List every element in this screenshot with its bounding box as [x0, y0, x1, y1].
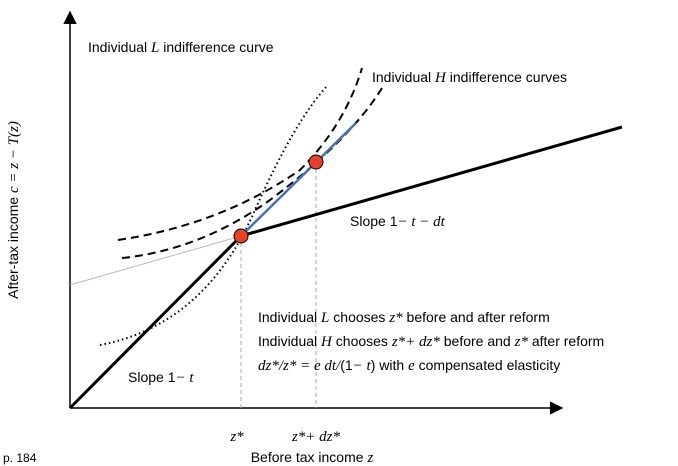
label-part: z*+ dz*	[391, 334, 441, 350]
label-part: before and	[440, 333, 515, 349]
choice-point	[308, 154, 324, 170]
label-part: − t	[353, 358, 372, 374]
label-part: H	[434, 70, 447, 86]
budget-line-before	[68, 234, 243, 410]
label-part: − t − dt	[397, 214, 445, 230]
label-part: Slope 1	[350, 213, 398, 229]
label-part: z*	[229, 429, 244, 445]
label-part: e	[408, 358, 415, 374]
y-axis-label: After-tax income c = z − T(z)	[5, 121, 22, 299]
note-l-label: Individual L chooses z* before and after…	[258, 309, 550, 326]
slope-after-label: Slope 1− t − dt	[350, 213, 446, 230]
label-part: − t	[175, 370, 194, 386]
extension-line	[69, 235, 242, 286]
label-part: compensated elasticity	[415, 357, 561, 373]
h-indifference-curve	[117, 67, 363, 241]
label-part: Individual	[372, 69, 435, 85]
page-label: p. 184	[3, 451, 37, 465]
h-curves-label: Individual H indifference curves	[372, 69, 567, 86]
note-e-label: dz*/z* = e dt/(1− t) with e compensated …	[258, 357, 560, 374]
choice-point	[233, 228, 249, 244]
label-part: z*+ dz*	[291, 429, 341, 445]
h-indifference-curve	[121, 87, 383, 259]
label-part: indifference curve	[159, 39, 273, 55]
z-star-label: z*	[229, 429, 244, 445]
label-part: indifference curves	[446, 69, 567, 85]
slope-before-label: Slope 1− t	[128, 369, 194, 386]
label-part: Slope 1	[128, 369, 176, 385]
label-part: z*	[388, 310, 403, 326]
l-indifference-curve	[99, 84, 329, 346]
label-part: Individual	[258, 309, 321, 325]
note-h-label: Individual H chooses z*+ dz* before and …	[258, 333, 604, 350]
label-part: p. 184	[3, 451, 37, 465]
label-part: dz*/z* = e dt/	[258, 358, 342, 374]
label-part: c = z − T(z)	[6, 121, 22, 193]
label-part: chooses	[332, 333, 392, 349]
budget-line-h	[240, 122, 357, 237]
z-star-dz-label: z*+ dz*	[291, 429, 341, 445]
label-part: (1	[340, 357, 353, 373]
label-part: z*	[514, 334, 529, 350]
label-part: Individual	[88, 39, 151, 55]
label-part: L	[150, 40, 159, 56]
label-part: Before tax income	[251, 449, 368, 465]
label-part: z	[366, 450, 373, 466]
label-part: before and after reform	[403, 309, 550, 325]
label-part: L	[320, 310, 329, 326]
label-part: ) with	[371, 357, 408, 373]
label-part: Individual	[258, 333, 321, 349]
budget-line-after	[240, 125, 623, 238]
label-part: H	[320, 334, 333, 350]
l-curve-label: Individual L indifference curve	[88, 39, 274, 56]
label-part: after reform	[528, 333, 604, 349]
label-part: After-tax income	[5, 193, 21, 299]
label-part: chooses	[329, 309, 389, 325]
x-axis-label: Before tax income z	[251, 449, 374, 466]
